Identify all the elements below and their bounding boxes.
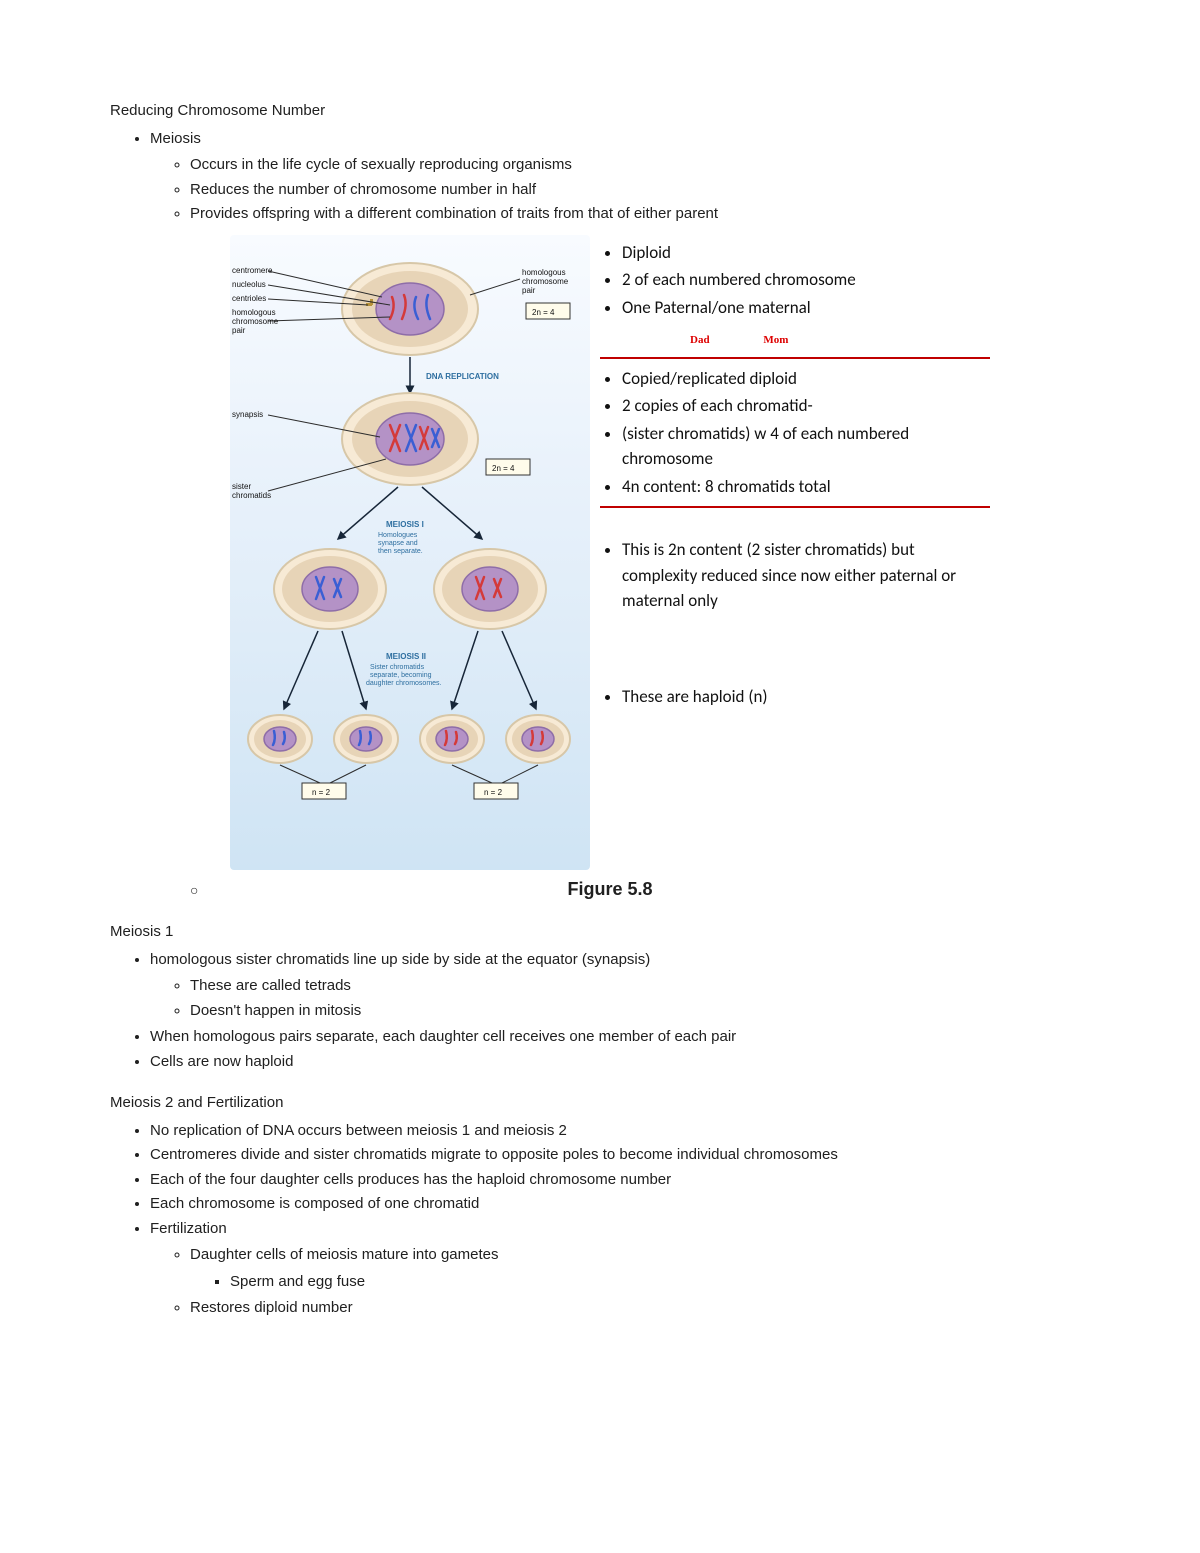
box-2n-top: 2n = 4 <box>532 308 555 317</box>
list-item: Daughter cells of meiosis mature into ga… <box>190 1243 1090 1268</box>
svg-text:chromatids: chromatids <box>232 491 271 500</box>
anno-item: One Paternal/one maternal <box>622 294 990 322</box>
svg-text:then separate.: then separate. <box>378 548 423 555</box>
svg-text:pair: pair <box>232 326 246 335</box>
meiosis-point: Occurs in the life cycle of sexually rep… <box>190 153 1090 178</box>
list-item: Sperm and egg fuse <box>230 1270 1090 1295</box>
meiosis2-list: No replication of DNA occurs between mei… <box>110 1119 1090 1321</box>
list-item: When homologous pairs separate, each dau… <box>150 1025 1090 1050</box>
cell-hap-1 <box>248 715 312 763</box>
label-synapsis: synapsis <box>232 410 263 419</box>
page-title: Reducing Chromosome Number <box>110 100 1090 123</box>
meiosis-header: Meiosis <box>150 127 1090 152</box>
figure-caption: Figure 5.8 <box>230 876 990 903</box>
svg-text:homologous: homologous <box>522 268 566 277</box>
anno-item: 4n content: 8 chromatids total <box>622 473 990 501</box>
meiosis-point: Reduces the number of chromosome number … <box>190 178 1090 203</box>
meiosis-point: Provides offspring with a different comb… <box>190 202 1090 227</box>
svg-text:chromosome: chromosome <box>232 317 279 326</box>
label-meiosis-i: MEIOSIS I <box>386 520 424 529</box>
svg-text:pair: pair <box>522 286 536 295</box>
svg-text:Sister chromatids: Sister chromatids <box>370 664 425 671</box>
label-homologous-pair-l: homologous <box>232 308 276 317</box>
figure-5-8: centromere nucleolus centrioles homologo… <box>230 235 990 904</box>
cell-replicated <box>342 393 478 485</box>
svg-text:Homologues: Homologues <box>378 532 418 539</box>
anno-item: 2 copies of each chromatid- <box>622 392 990 420</box>
label-nucleolus: nucleolus <box>232 280 266 289</box>
list-item: Each of the four daughter cells produces… <box>150 1168 1090 1193</box>
cell-left-2n <box>274 549 386 629</box>
meiosis-list: Meiosis Occurs in the life cycle of sexu… <box>110 127 1090 227</box>
list-item: Restores diploid number <box>190 1296 1090 1321</box>
cell-hap-3 <box>420 715 484 763</box>
meiosis2-title: Meiosis 2 and Fertilization <box>110 1092 1090 1115</box>
list-item: No replication of DNA occurs between mei… <box>150 1119 1090 1144</box>
cell-right-2n <box>434 549 546 629</box>
handwriting-mom: Mom <box>763 334 788 346</box>
list-item: homologous sister chromatids line up sid… <box>150 948 1090 973</box>
anno-item: (sister chromatids) w 4 of each numbered… <box>622 420 990 473</box>
anno-item: 2 of each numbered chromosome <box>622 266 990 294</box>
label-centrioles: centrioles <box>232 294 266 303</box>
list-item: Fertilization <box>150 1217 1090 1242</box>
box-n-left: n = 2 <box>312 788 331 797</box>
red-divider <box>600 506 990 508</box>
label-meiosis-ii: MEIOSIS II <box>386 652 426 661</box>
cell-hap-2 <box>334 715 398 763</box>
meiosis1-title: Meiosis 1 <box>110 921 1090 944</box>
meiosis-svg: centromere nucleolus centrioles homologo… <box>230 239 590 859</box>
cell-hap-4 <box>506 715 570 763</box>
svg-text:sister: sister <box>232 482 251 491</box>
meiosis-sublist: Occurs in the life cycle of sexually rep… <box>150 153 1090 227</box>
anno-item: This is 2n content (2 sister chromatids)… <box>622 536 990 615</box>
svg-text:synapse and: synapse and <box>378 540 418 547</box>
box-2n-mid: 2n = 4 <box>492 464 515 473</box>
list-item: These are called tetrads <box>190 974 1090 999</box>
label-centromere: centromere <box>232 266 273 275</box>
handwriting-dad: Dad <box>690 334 710 346</box>
svg-text:separate, becoming: separate, becoming <box>370 672 432 679</box>
label-dna-replication: DNA REPLICATION <box>426 372 499 381</box>
list-item: Centromeres divide and sister chromatids… <box>150 1143 1090 1168</box>
cell-diploid <box>342 263 478 355</box>
anno-item: These are haploid (n) <box>622 683 990 711</box>
meiosis1-list: homologous sister chromatids line up sid… <box>110 948 1090 1075</box>
red-divider <box>600 357 990 359</box>
list-item: Each chromosome is composed of one chrom… <box>150 1192 1090 1217</box>
anno-item: Copied/replicated diploid <box>622 365 990 393</box>
box-n-right: n = 2 <box>484 788 503 797</box>
figure-right-annotations: Diploid 2 of each numbered chromosome On… <box>590 235 990 871</box>
list-item: Cells are now haploid <box>150 1050 1090 1075</box>
figure-left-panel: centromere nucleolus centrioles homologo… <box>230 235 590 871</box>
anno-item: Diploid <box>622 239 990 267</box>
list-item: Doesn't happen in mitosis <box>190 999 1090 1024</box>
svg-text:daughter chromosomes.: daughter chromosomes. <box>366 680 442 687</box>
svg-text:chromosome: chromosome <box>522 277 569 286</box>
